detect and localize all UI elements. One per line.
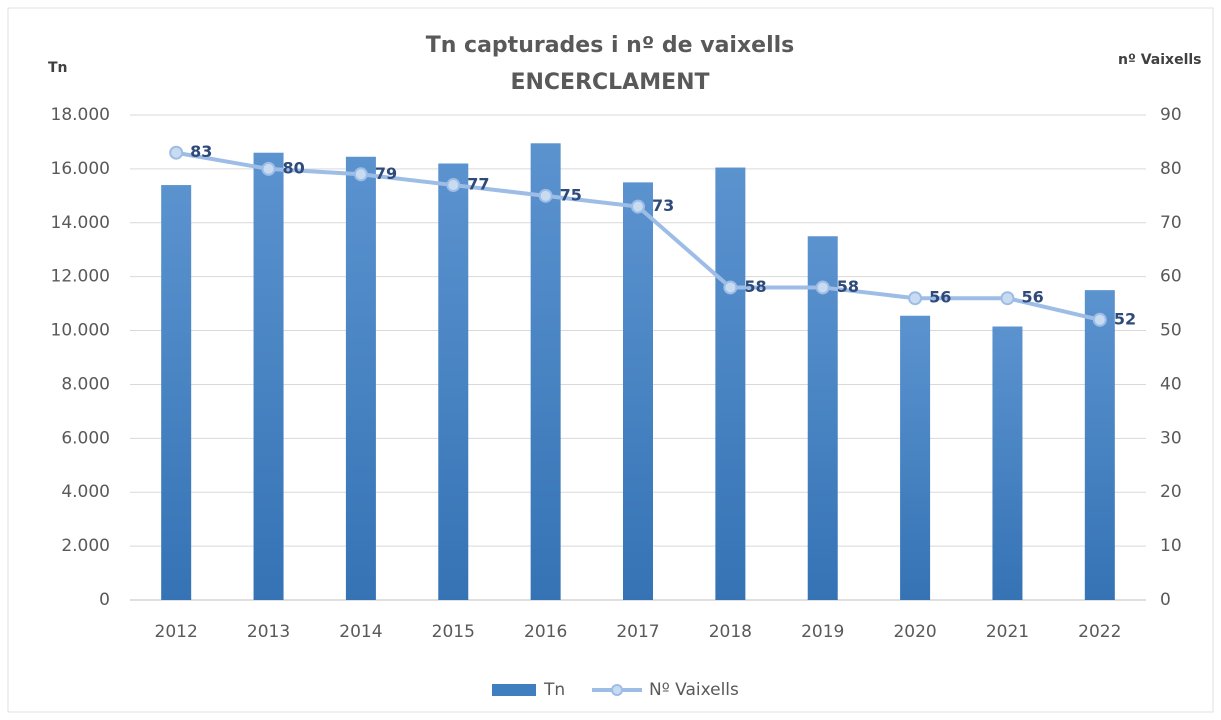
data-label: 58 xyxy=(837,277,859,296)
x-tick-label: 2012 xyxy=(155,622,198,642)
point xyxy=(1000,291,1015,306)
data-label: 79 xyxy=(375,164,397,183)
data-label: 83 xyxy=(190,142,212,161)
data-label: 75 xyxy=(560,185,582,204)
point xyxy=(169,145,184,160)
y-tick-label: 8.000 xyxy=(61,374,110,394)
y-tick-label: 6.000 xyxy=(61,428,110,448)
chart-title: Tn capturades i nº de vaixells xyxy=(426,33,795,58)
y2-tick-label: 90 xyxy=(1160,105,1182,125)
data-label: 56 xyxy=(1021,288,1043,307)
bar xyxy=(900,315,931,600)
y-tick-label: 14.000 xyxy=(51,213,110,233)
legend-label: Tn xyxy=(543,680,565,700)
x-tick-label: 2015 xyxy=(432,622,475,642)
y-tick-label: 16.000 xyxy=(51,159,110,179)
y-tick-label: 12.000 xyxy=(51,267,110,287)
y2-tick-label: 20 xyxy=(1160,482,1182,502)
bar xyxy=(992,326,1023,600)
y-tick-label: 4.000 xyxy=(61,482,110,502)
data-label: 52 xyxy=(1114,309,1136,328)
bar xyxy=(530,143,561,600)
legend-label: Nº Vaixells xyxy=(649,680,739,700)
bar xyxy=(715,167,746,600)
y2-tick-label: 40 xyxy=(1160,374,1182,394)
x-tick-label: 2016 xyxy=(524,622,567,642)
y-tick-label: 10.000 xyxy=(51,321,110,341)
y2-tick-label: 60 xyxy=(1160,267,1182,287)
bar xyxy=(161,185,192,601)
chart-subtitle: ENCERCLAMENT xyxy=(510,70,709,95)
point xyxy=(815,280,830,295)
point xyxy=(538,188,553,203)
y2-tick-label: 30 xyxy=(1160,428,1182,448)
y2-tick-label: 50 xyxy=(1160,321,1182,341)
point xyxy=(353,167,368,182)
point xyxy=(446,178,461,193)
point xyxy=(261,161,276,176)
data-label: 80 xyxy=(283,158,305,177)
legend-swatch xyxy=(492,684,536,696)
y-axis-label: Tn xyxy=(48,60,68,76)
bar xyxy=(623,182,653,600)
x-tick-label: 2013 xyxy=(247,622,290,642)
x-tick-label: 2018 xyxy=(709,622,752,642)
y-tick-label: 0 xyxy=(99,590,110,610)
y2-tick-label: 70 xyxy=(1160,213,1182,233)
x-tick-label: 2020 xyxy=(893,622,936,642)
y2-tick-label: 80 xyxy=(1160,159,1182,179)
bar xyxy=(253,152,284,600)
point xyxy=(1092,312,1107,327)
point xyxy=(631,199,645,214)
data-label: 58 xyxy=(744,277,766,296)
bar xyxy=(1084,290,1115,600)
y2-tick-label: 0 xyxy=(1160,590,1171,610)
bar xyxy=(345,156,376,600)
x-tick-label: 2017 xyxy=(616,622,659,642)
point xyxy=(908,291,923,306)
legend-swatch xyxy=(611,684,623,696)
x-tick-label: 2022 xyxy=(1078,622,1121,642)
point xyxy=(723,280,738,295)
x-tick-label: 2021 xyxy=(986,622,1029,642)
x-tick-label: 2014 xyxy=(339,622,382,642)
x-tick-label: 2019 xyxy=(801,622,844,642)
y-tick-label: 18.000 xyxy=(51,105,110,125)
y2-axis-label: nº Vaixells xyxy=(1118,52,1202,68)
data-label: 56 xyxy=(929,288,951,307)
y-tick-label: 2.000 xyxy=(61,536,110,556)
y2-tick-label: 10 xyxy=(1160,536,1182,556)
data-label: 73 xyxy=(652,196,674,215)
bar xyxy=(807,236,838,600)
bar xyxy=(438,163,469,600)
data-label: 77 xyxy=(467,175,489,194)
